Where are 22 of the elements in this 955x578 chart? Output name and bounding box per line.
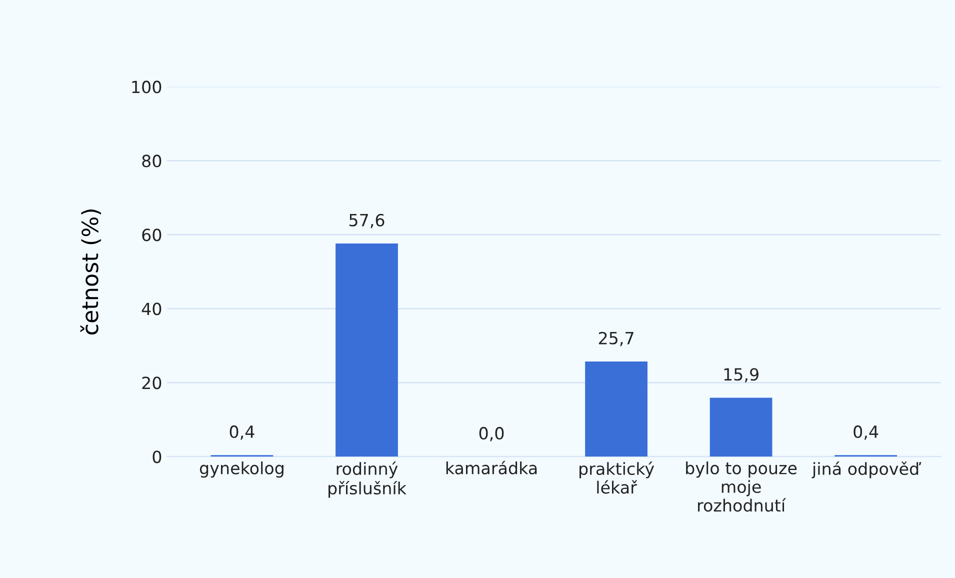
x-tick-label: rodinný příslušník — [328, 461, 406, 498]
y-tick-label: 80 — [142, 154, 162, 168]
y-tick-label: 20 — [142, 376, 162, 390]
bar — [585, 362, 648, 457]
x-tick-label: bylo to pouze moje rozhodnutí — [686, 461, 797, 512]
y-tick-label: 100 — [132, 80, 162, 94]
y-tick-label: 60 — [142, 228, 162, 242]
x-tick-label: gynekolog — [200, 461, 284, 478]
data-label: 57,6 — [349, 214, 384, 228]
data-label: 0,4 — [230, 425, 254, 440]
data-label: 0,0 — [479, 426, 504, 442]
y-tick-label: 0 — [152, 450, 162, 464]
x-tick-label: praktický lékař — [580, 461, 654, 494]
data-label: 0,4 — [854, 425, 878, 440]
y-tick-label: 40 — [142, 302, 162, 316]
y-axis-title: četnost (%) — [80, 210, 101, 334]
data-label: 25,7 — [598, 332, 634, 346]
data-label: 15,9 — [724, 368, 758, 382]
bar — [710, 398, 772, 457]
x-tick-label: jiná odpověď — [812, 461, 922, 478]
x-tick-label: kamarádka — [446, 460, 537, 474]
bar — [336, 244, 398, 457]
